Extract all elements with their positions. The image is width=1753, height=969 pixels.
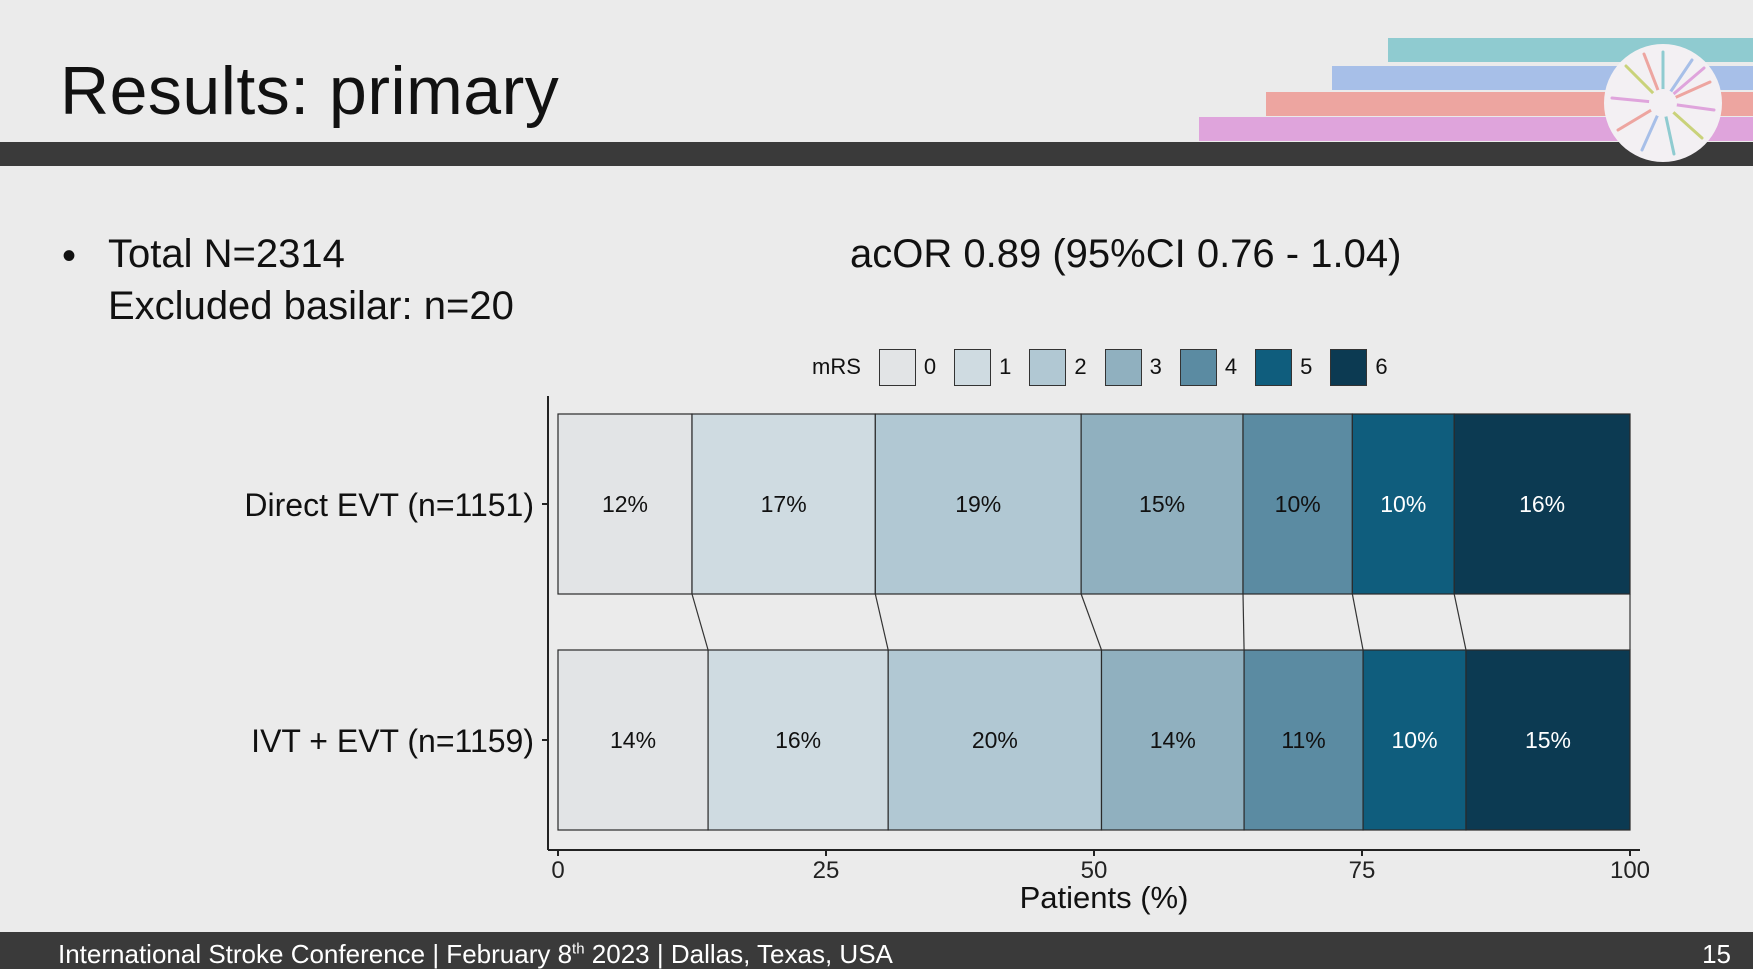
acor-text: acOR 0.89 (95%CI 0.76 - 1.04) xyxy=(850,232,1402,276)
category-label-1: Direct EVT (n=1151) xyxy=(244,487,534,523)
bullet-marker: • xyxy=(62,234,77,278)
data-label-2-mrs-6: 15% xyxy=(1525,727,1571,753)
legend-label-2: 2 xyxy=(1074,354,1087,379)
footer-conference: International Stroke Conference | Februa… xyxy=(58,939,573,969)
bar-segment-1-mrs-6 xyxy=(1453,413,1631,595)
connector-line-4 xyxy=(1242,593,1245,651)
legend-swatch-1 xyxy=(954,348,992,386)
bar-segment-1-mrs-5 xyxy=(1351,413,1455,595)
bar-segment-2-mrs-0 xyxy=(557,649,709,831)
data-label-2-mrs-5: 10% xyxy=(1392,727,1438,753)
bar-segment-2-mrs-3 xyxy=(1100,649,1245,831)
legend-swatch-2 xyxy=(1029,348,1067,386)
bar-segment-1-mrs-1 xyxy=(691,413,876,595)
footer-location: 2023 | Dallas, Texas, USA xyxy=(584,939,893,969)
x-axis-title: Patients (%) xyxy=(1020,880,1189,915)
connector-line-2 xyxy=(874,593,889,651)
category-label-2: IVT + EVT (n=1159) xyxy=(251,723,534,759)
legend-label-3: 3 xyxy=(1149,354,1162,379)
legend-swatch-0 xyxy=(878,348,916,386)
legend-label-4: 4 xyxy=(1224,354,1238,379)
legend-title: mRS xyxy=(812,354,861,379)
x-tick-label-25: 25 xyxy=(813,857,840,884)
legend-swatch-5 xyxy=(1255,348,1293,386)
data-label-2-mrs-3: 14% xyxy=(1150,727,1196,753)
connector-line-1 xyxy=(691,593,709,651)
data-label-1-mrs-6: 16% xyxy=(1519,491,1565,517)
footer-conference-text: International Stroke Conference | Februa… xyxy=(58,939,893,969)
stacked-bar-chart: 12% 17% 19% 15% 10% 10% 16% 14% 16% 20% 14% 11% 10% 1… xyxy=(244,396,1650,915)
bar-segment-1-mrs-3 xyxy=(1080,413,1244,595)
x-tick-label-100: 100 xyxy=(1610,857,1650,884)
conference-logo-icon xyxy=(1604,44,1722,162)
bar-segment-1-mrs-0 xyxy=(557,413,693,595)
total-n-text: Total N=2314 xyxy=(108,232,345,276)
footer-sup: th xyxy=(572,940,585,958)
bar-segment-2-mrs-2 xyxy=(887,649,1103,831)
legend-label-1: 1 xyxy=(999,354,1012,379)
data-label-2-mrs-0: 14% xyxy=(610,727,656,753)
data-label-2-mrs-2: 20% xyxy=(972,727,1018,753)
legend-label-5: 5 xyxy=(1300,354,1313,379)
x-tick-label-75: 75 xyxy=(1349,857,1376,884)
data-label-1-mrs-5: 10% xyxy=(1380,491,1426,517)
data-label-1-mrs-0: 12% xyxy=(602,491,648,517)
data-label-1-mrs-3: 15% xyxy=(1139,491,1185,517)
legend-label-6: 6 xyxy=(1375,354,1388,379)
data-label-1-mrs-4: 10% xyxy=(1275,491,1321,517)
footer-bar: International Stroke Conference | Februa… xyxy=(0,932,1753,969)
bar-segment-1-mrs-4 xyxy=(1242,413,1353,595)
page-number: 15 xyxy=(1702,939,1731,969)
slide-title: Results: primary xyxy=(60,53,560,129)
bar-segment-1-mrs-2 xyxy=(874,413,1082,595)
legend-label-0: 0 xyxy=(923,354,937,379)
legend-swatch-4 xyxy=(1179,348,1217,386)
data-label-2-mrs-1: 16% xyxy=(775,727,821,753)
bar-segment-2-mrs-1 xyxy=(707,649,889,831)
legend-swatch-3 xyxy=(1104,348,1142,386)
legend-swatch-6 xyxy=(1330,348,1368,386)
data-label-2-mrs-4: 11% xyxy=(1281,727,1325,753)
excluded-basilar-text: Excluded basilar: n=20 xyxy=(108,284,514,328)
data-label-1-mrs-2: 19% xyxy=(955,491,1001,517)
chart-legend: mRS 0 1 2 3 4 5 6 xyxy=(812,347,1406,387)
x-tick-label-50: 50 xyxy=(1081,857,1108,884)
connector-line-3 xyxy=(1080,593,1103,651)
title-bar xyxy=(0,142,1753,166)
x-tick-label-0: 0 xyxy=(551,857,564,884)
connector-line-5 xyxy=(1351,593,1364,651)
bar-segment-2-mrs-6 xyxy=(1465,649,1631,831)
connector-line-6 xyxy=(1453,593,1467,651)
data-label-1-mrs-1: 17% xyxy=(761,491,807,517)
